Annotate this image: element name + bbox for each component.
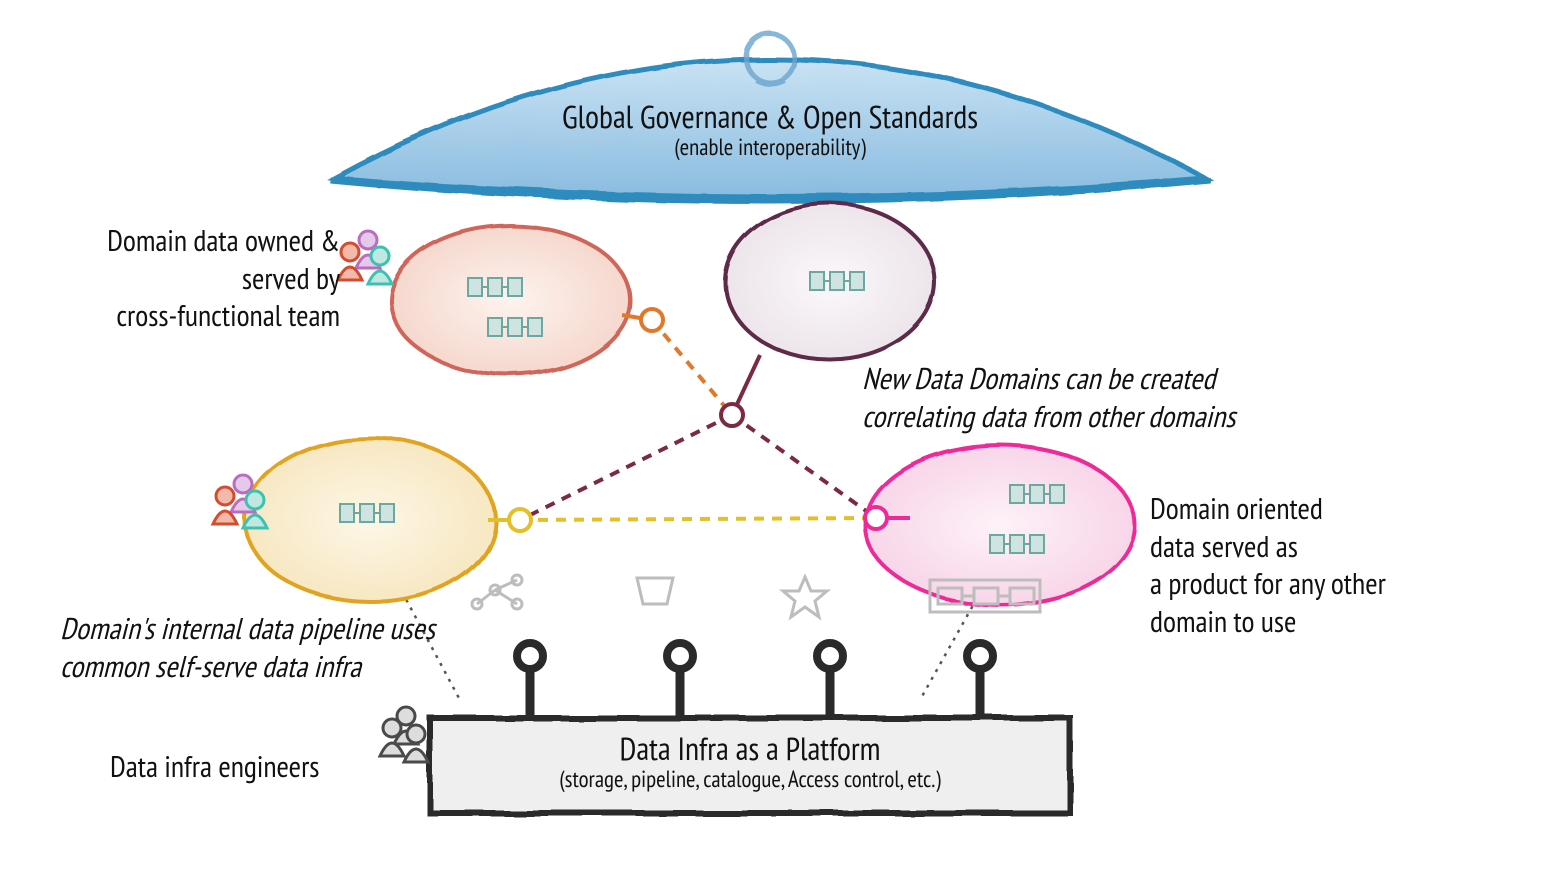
- governance-title: Global Governance & Open Standards: [530, 96, 1010, 136]
- label-bottom-left: Domain's internal data pipeline usescomm…: [60, 610, 530, 685]
- governance-subtitle: (enable interoperability): [530, 134, 1010, 163]
- infra-title: Data Infra as a Platform: [430, 728, 1070, 768]
- label-infra-engineers: Data infra engineers: [110, 748, 319, 786]
- infra-subtitle: (storage, pipeline, catalogue, Access co…: [430, 766, 1070, 795]
- domain-orange: [390, 225, 630, 375]
- label-right: Domain orienteddata served asa product f…: [1150, 490, 1450, 640]
- label-middle-right: New Data Domains can be createdcorrelati…: [862, 360, 1382, 435]
- label-top-left: Domain data owned &served bycross-functi…: [60, 222, 340, 335]
